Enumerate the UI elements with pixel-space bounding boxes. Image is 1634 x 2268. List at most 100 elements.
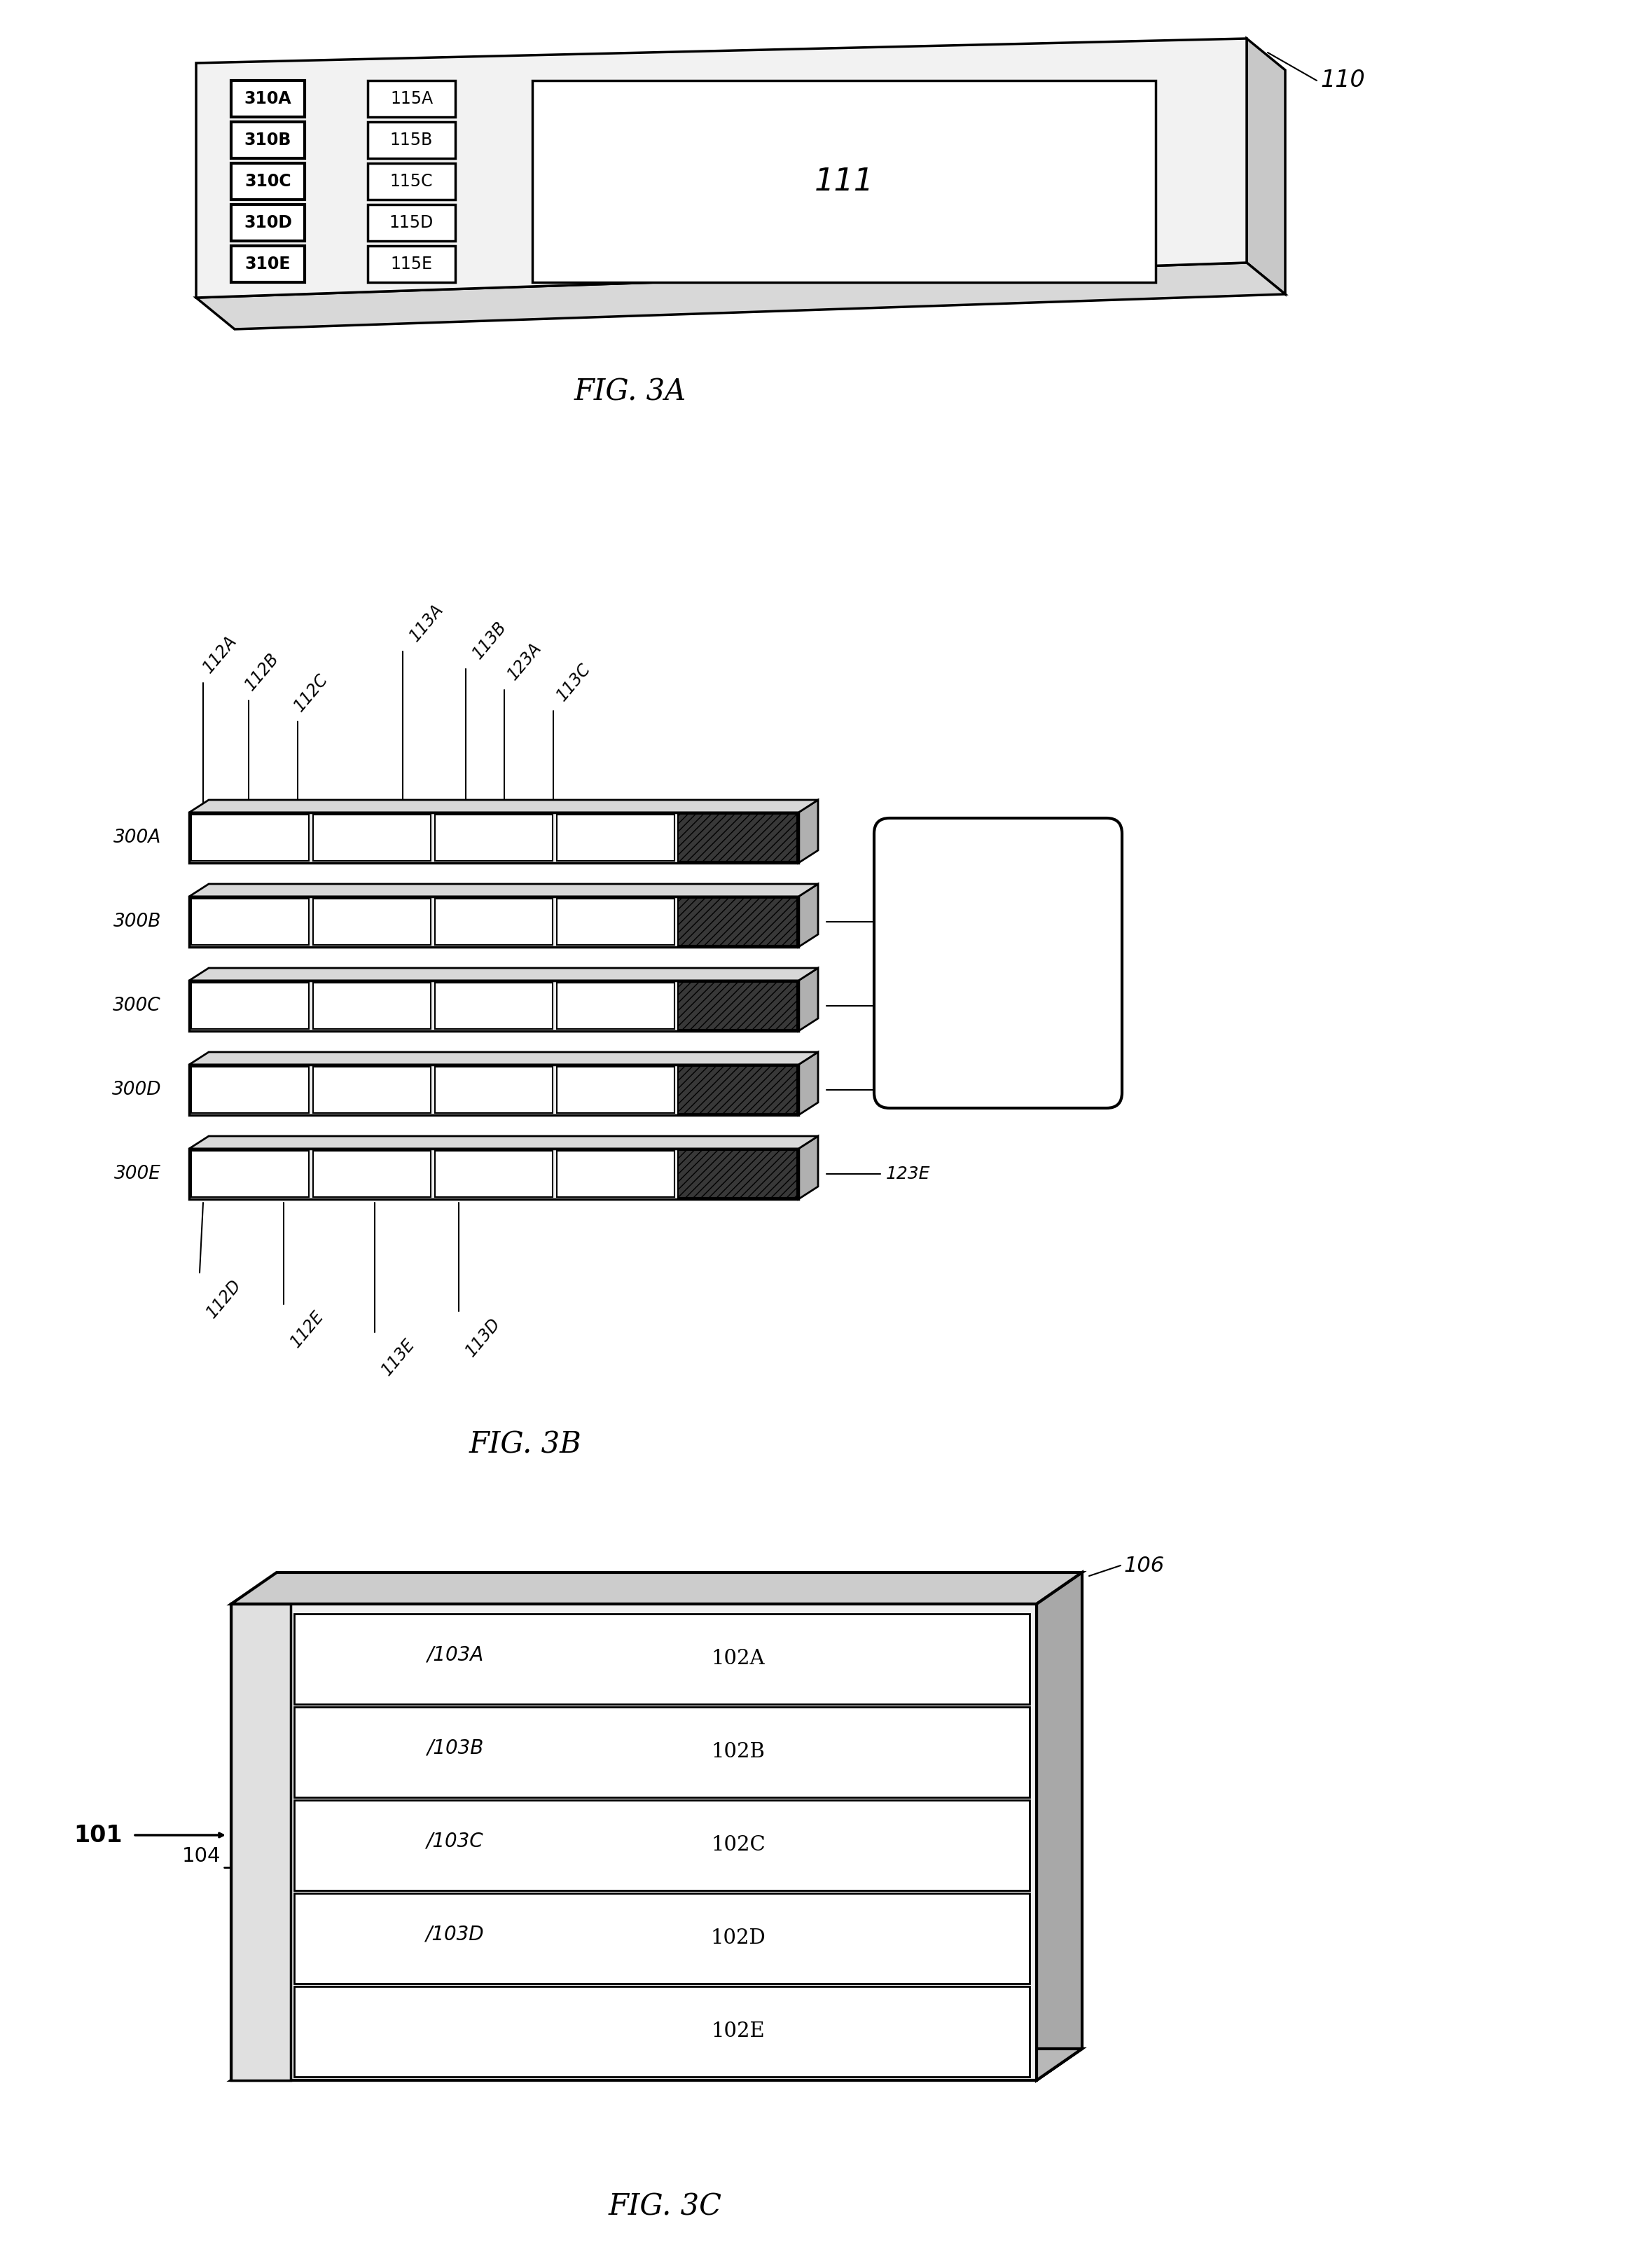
Bar [368, 245, 456, 281]
Text: /103A: /103A [426, 1644, 484, 1665]
Bar [230, 1603, 1036, 2080]
Text: 106: 106 [1124, 1556, 1165, 1576]
Text: 115E: 115E [391, 256, 433, 272]
Bar [368, 163, 456, 200]
Text: 310B: 310B [245, 132, 291, 147]
Text: 113A: 113A [407, 601, 446, 644]
Text: 123A: 123A [505, 640, 544, 683]
Text: 300A: 300A [113, 828, 162, 846]
Bar [533, 82, 1155, 281]
Text: 123E: 123E [886, 1166, 930, 1182]
Bar [230, 245, 304, 281]
FancyBboxPatch shape [874, 819, 1123, 1109]
Polygon shape [1036, 1572, 1082, 2080]
Polygon shape [799, 1052, 819, 1116]
Bar [435, 982, 552, 1030]
Text: 300D: 300D [111, 1082, 162, 1100]
Bar [435, 1066, 552, 1114]
Text: 115D: 115D [389, 215, 433, 231]
Polygon shape [190, 801, 819, 812]
Text: 113E: 113E [377, 1336, 418, 1379]
Polygon shape [799, 885, 819, 948]
Text: 123B: 123B [886, 914, 931, 930]
Text: 112E: 112E [288, 1309, 327, 1352]
Bar [557, 898, 675, 946]
Text: /103D: /103D [425, 1926, 484, 1944]
Text: 111: 111 [814, 166, 874, 197]
Bar [435, 898, 552, 946]
Polygon shape [190, 885, 819, 896]
Text: 112A: 112A [199, 633, 240, 676]
Bar [557, 1066, 675, 1114]
Bar [294, 1708, 1029, 1796]
Bar [314, 982, 431, 1030]
Bar [230, 82, 304, 118]
Bar [678, 982, 797, 1030]
Bar [314, 814, 431, 862]
Bar [190, 1148, 799, 1200]
Bar [190, 896, 799, 948]
Bar [230, 204, 304, 240]
Polygon shape [799, 968, 819, 1032]
Bar [557, 1150, 675, 1198]
Polygon shape [230, 1572, 1082, 1603]
Text: 112D: 112D [203, 1277, 245, 1320]
Text: 112C: 112C [291, 671, 332, 714]
Bar [368, 204, 456, 240]
Polygon shape [190, 1136, 819, 1148]
Bar [191, 814, 309, 862]
Text: 123D: 123D [886, 1082, 933, 1098]
Bar [230, 163, 304, 200]
Bar [294, 1801, 1029, 1892]
Text: 113D: 113D [462, 1315, 503, 1359]
Text: 120: 120 [971, 959, 1026, 989]
Polygon shape [196, 263, 1286, 329]
Text: 310C: 310C [245, 172, 291, 191]
Bar [294, 1894, 1029, 1984]
Polygon shape [799, 801, 819, 862]
Bar [557, 814, 675, 862]
Text: 104: 104 [181, 1846, 221, 1867]
Text: 113C: 113C [554, 660, 593, 703]
Bar [191, 982, 309, 1030]
Polygon shape [190, 1052, 819, 1064]
Bar [557, 982, 675, 1030]
Bar [230, 122, 304, 159]
Bar [190, 1064, 799, 1116]
Polygon shape [799, 1136, 819, 1200]
Polygon shape [190, 968, 819, 980]
Bar [678, 1150, 797, 1198]
Text: 110: 110 [1320, 68, 1364, 93]
Bar [368, 82, 456, 118]
Bar [678, 814, 797, 862]
Text: 101: 101 [74, 1823, 123, 1846]
Text: 310D: 310D [243, 215, 292, 231]
Polygon shape [196, 39, 1247, 297]
Polygon shape [230, 2048, 1082, 2080]
Bar [191, 1150, 309, 1198]
Text: 300E: 300E [114, 1166, 162, 1184]
Bar [678, 1066, 797, 1114]
Bar [678, 898, 797, 946]
Bar [314, 898, 431, 946]
Text: 115A: 115A [391, 91, 433, 107]
Bar [191, 898, 309, 946]
Polygon shape [1247, 39, 1286, 295]
Bar [191, 1066, 309, 1114]
Text: 300C: 300C [113, 996, 162, 1014]
Bar [435, 814, 552, 862]
Text: 102C: 102C [711, 1835, 765, 1855]
Text: /103C: /103C [426, 1830, 484, 1851]
Bar [190, 980, 799, 1032]
Text: 115B: 115B [391, 132, 433, 147]
Text: 102E: 102E [711, 2021, 765, 2041]
Text: 310A: 310A [243, 91, 291, 107]
Text: 102A: 102A [711, 1649, 765, 1667]
Bar [314, 1066, 431, 1114]
Bar [190, 812, 799, 862]
Text: FIG. 3A: FIG. 3A [574, 376, 686, 406]
Bar [435, 1150, 552, 1198]
Text: 102B: 102B [711, 1742, 765, 1762]
Text: FIG. 3B: FIG. 3B [469, 1429, 582, 1458]
Text: 123C: 123C [886, 998, 931, 1014]
